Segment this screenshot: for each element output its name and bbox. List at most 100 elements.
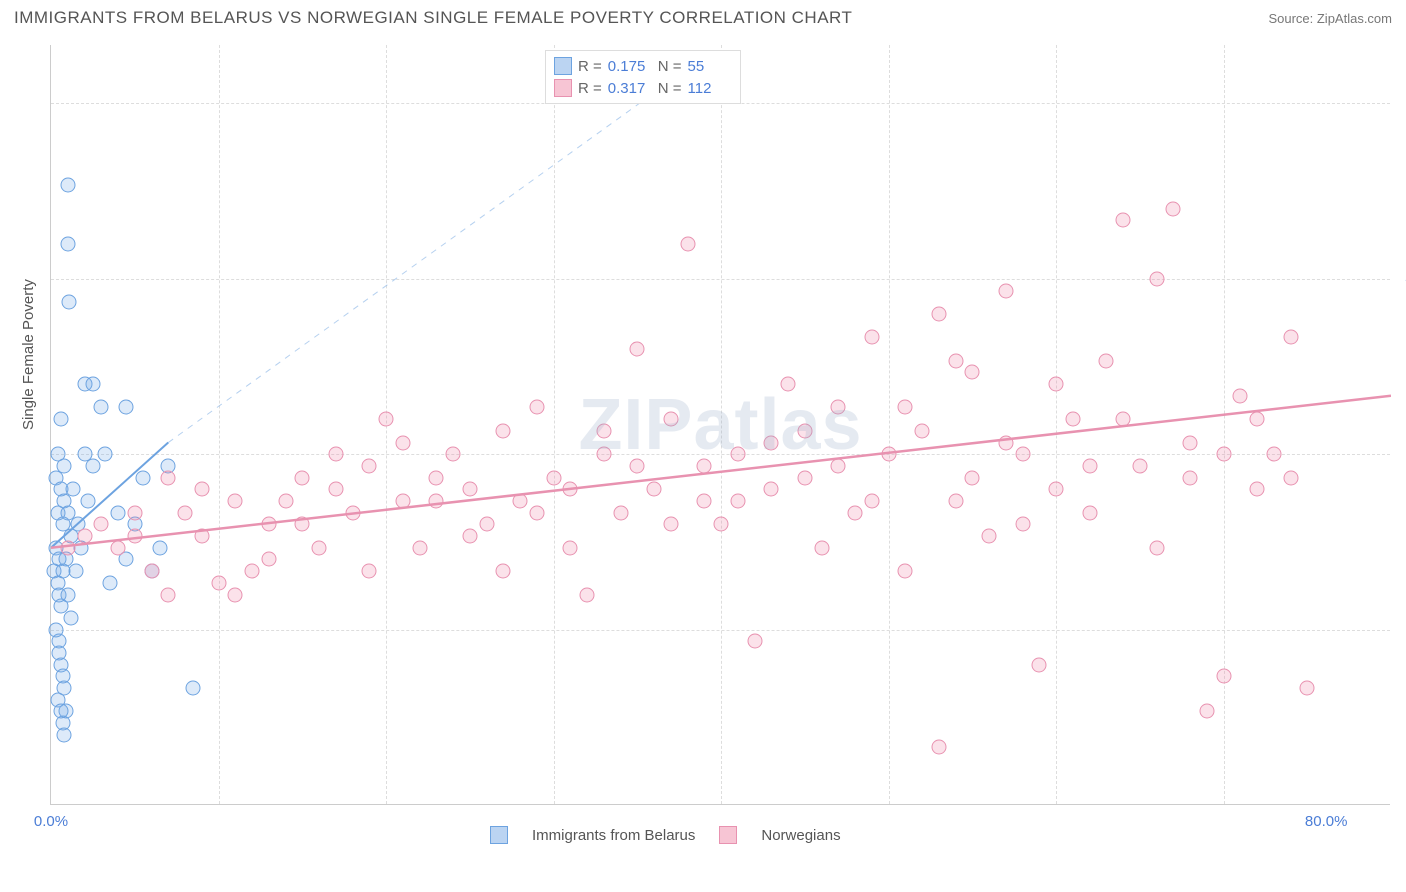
data-point <box>563 540 578 555</box>
data-point <box>647 482 662 497</box>
data-point <box>1300 681 1315 696</box>
data-point <box>965 470 980 485</box>
data-point <box>931 739 946 754</box>
data-point <box>1216 447 1231 462</box>
data-point <box>529 505 544 520</box>
data-point <box>462 529 477 544</box>
data-point <box>630 342 645 357</box>
data-point <box>395 435 410 450</box>
gridline-vertical <box>554 45 555 804</box>
data-point <box>57 727 72 742</box>
legend-row-norwegians: R = 0.317 N = 112 <box>554 77 732 99</box>
data-point <box>982 529 997 544</box>
data-point <box>1149 271 1164 286</box>
data-point <box>94 517 109 532</box>
data-point <box>52 646 67 661</box>
x-tick-label: 80.0% <box>1305 813 1348 830</box>
data-point <box>312 540 327 555</box>
data-point <box>513 494 528 509</box>
data-point <box>998 435 1013 450</box>
data-point <box>864 330 879 345</box>
n-value-norwegians: 112 <box>688 80 732 97</box>
y-tick-label: 60.0% <box>1398 95 1406 112</box>
data-point <box>429 470 444 485</box>
data-point <box>379 412 394 427</box>
data-point <box>1183 435 1198 450</box>
data-point <box>915 423 930 438</box>
data-point <box>49 622 64 637</box>
data-point <box>194 482 209 497</box>
data-point <box>1266 447 1281 462</box>
gridline-vertical <box>1224 45 1225 804</box>
data-point <box>194 529 209 544</box>
chart-title: IMMIGRANTS FROM BELARUS VS NORWEGIAN SIN… <box>14 8 852 28</box>
data-point <box>144 564 159 579</box>
data-point <box>119 400 134 415</box>
data-point <box>111 540 126 555</box>
scatter-plot-area: ZIPatlas 15.0%30.0%45.0%60.0%0.0%80.0% <box>50 45 1390 805</box>
data-point <box>1015 447 1030 462</box>
data-point <box>136 470 151 485</box>
data-point <box>1250 412 1265 427</box>
data-point <box>580 587 595 602</box>
data-point <box>747 634 762 649</box>
data-point <box>1283 330 1298 345</box>
y-tick-label: 30.0% <box>1398 446 1406 463</box>
y-tick-label: 15.0% <box>1398 621 1406 638</box>
data-point <box>362 564 377 579</box>
data-point <box>62 295 77 310</box>
data-point <box>663 412 678 427</box>
data-point <box>1183 470 1198 485</box>
data-point <box>111 505 126 520</box>
data-point <box>127 529 142 544</box>
r-label: R = <box>578 58 602 75</box>
data-point <box>730 494 745 509</box>
data-point <box>1233 388 1248 403</box>
data-point <box>429 494 444 509</box>
swatch-pink-icon <box>719 826 737 844</box>
data-point <box>680 236 695 251</box>
data-point <box>1216 669 1231 684</box>
gridline-vertical <box>889 45 890 804</box>
data-point <box>931 306 946 321</box>
data-point <box>730 447 745 462</box>
data-point <box>831 458 846 473</box>
data-point <box>186 681 201 696</box>
data-point <box>546 470 561 485</box>
data-point <box>1049 377 1064 392</box>
x-tick-label: 0.0% <box>34 813 68 830</box>
n-label: N = <box>658 80 682 97</box>
data-point <box>97 447 112 462</box>
series-legend: Immigrants from Belarus Norwegians <box>490 826 841 844</box>
data-point <box>1199 704 1214 719</box>
data-point <box>295 470 310 485</box>
data-point <box>630 458 645 473</box>
data-point <box>663 517 678 532</box>
data-point <box>764 482 779 497</box>
data-point <box>60 540 75 555</box>
data-point <box>764 435 779 450</box>
data-point <box>965 365 980 380</box>
data-point <box>60 236 75 251</box>
data-point <box>77 447 92 462</box>
swatch-blue-icon <box>490 826 508 844</box>
data-point <box>1116 213 1131 228</box>
data-point <box>60 587 75 602</box>
data-point <box>781 377 796 392</box>
data-point <box>395 494 410 509</box>
legend-row-belarus: R = 0.175 N = 55 <box>554 55 732 77</box>
data-point <box>211 575 226 590</box>
data-point <box>278 494 293 509</box>
n-label: N = <box>658 58 682 75</box>
data-point <box>261 552 276 567</box>
data-point <box>714 517 729 532</box>
swatch-pink-icon <box>554 79 572 97</box>
gridline-vertical <box>1056 45 1057 804</box>
legend-label-belarus: Immigrants from Belarus <box>532 827 695 844</box>
r-value-belarus: 0.175 <box>608 58 652 75</box>
r-label: R = <box>578 80 602 97</box>
n-value-belarus: 55 <box>688 58 732 75</box>
data-point <box>65 482 80 497</box>
data-point <box>1166 201 1181 216</box>
data-point <box>64 610 79 625</box>
